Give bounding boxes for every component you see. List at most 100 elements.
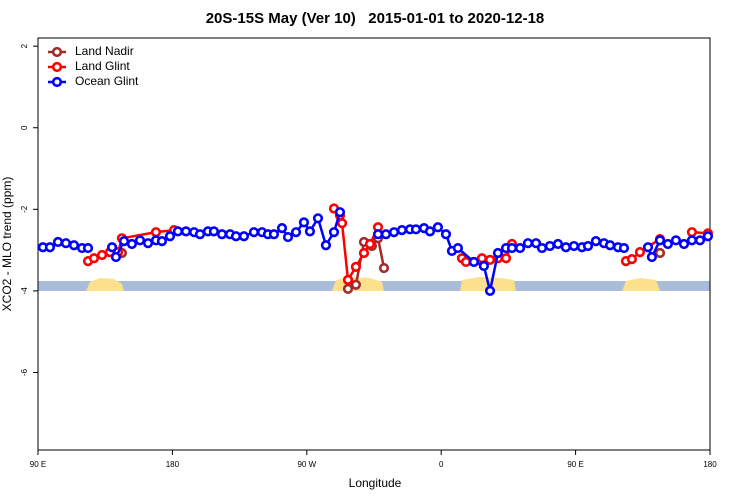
- point: [106, 242, 118, 253]
- point: [424, 226, 436, 237]
- point: [208, 226, 220, 237]
- point: [52, 236, 64, 248]
- x-tick-label: 90 E: [30, 460, 46, 469]
- y-tick-label: -4: [20, 287, 29, 295]
- point: [350, 279, 362, 290]
- point: [478, 260, 490, 272]
- point: [276, 222, 288, 234]
- point: [626, 253, 637, 265]
- point: [388, 227, 400, 238]
- land-ocean-strip: [38, 277, 710, 291]
- point: [336, 218, 348, 229]
- y-tick-label: -6: [20, 368, 29, 376]
- point: [694, 235, 706, 246]
- point: [312, 213, 324, 224]
- point: [298, 217, 310, 228]
- point: [82, 242, 94, 254]
- point: [686, 235, 698, 246]
- point: [282, 231, 294, 243]
- point: [68, 240, 80, 251]
- point: [500, 253, 512, 264]
- point: [328, 227, 340, 238]
- point: [544, 240, 556, 252]
- point: [180, 226, 192, 237]
- point: [514, 242, 526, 254]
- point: [654, 247, 666, 259]
- point: [238, 231, 250, 242]
- point: [230, 231, 242, 242]
- point: [662, 238, 673, 250]
- land-patch: [622, 278, 660, 291]
- point: [60, 238, 72, 249]
- point: [150, 227, 162, 238]
- point: [604, 240, 616, 251]
- legend-label: Land Nadir: [75, 44, 134, 58]
- x-tick-label: 180: [703, 460, 717, 469]
- point: [110, 251, 122, 263]
- x-tick-label: 180: [166, 460, 180, 469]
- point: [686, 227, 698, 238]
- point: [118, 236, 130, 247]
- point: [654, 235, 666, 246]
- legend-marker: [51, 46, 63, 58]
- point: [552, 238, 564, 250]
- point: [618, 242, 630, 254]
- point: [320, 240, 332, 251]
- y-axis-label: XCO2 - MLO trend (ppm): [0, 177, 14, 312]
- point: [372, 229, 384, 240]
- point: [484, 285, 496, 297]
- point: [44, 242, 56, 253]
- point: [194, 229, 206, 240]
- y-tick-label: 2: [20, 43, 29, 48]
- point: [334, 207, 346, 218]
- point: [468, 256, 480, 268]
- point: [396, 225, 408, 236]
- point: [452, 242, 464, 254]
- point: [678, 238, 690, 250]
- point: [410, 224, 422, 235]
- point: [460, 256, 472, 268]
- point: [432, 222, 444, 233]
- point: [582, 240, 594, 252]
- land-patch: [86, 278, 124, 291]
- legend-marker: [51, 61, 63, 73]
- point: [506, 242, 518, 254]
- x-tick-label: 90 W: [297, 460, 316, 469]
- point: [634, 247, 646, 258]
- point: [216, 229, 228, 240]
- point: [304, 226, 316, 237]
- point: [248, 227, 260, 238]
- point: [378, 262, 390, 274]
- y-tick-label: -2: [20, 205, 29, 213]
- point: [156, 236, 168, 247]
- x-axis-label: Longitude: [349, 476, 402, 490]
- point: [342, 283, 354, 294]
- point: [96, 249, 108, 261]
- point: [568, 240, 580, 252]
- point: [164, 231, 176, 242]
- x-tick-label: 0: [439, 460, 444, 469]
- point: [126, 238, 138, 250]
- point: [492, 247, 504, 259]
- point: [350, 261, 362, 272]
- point: [342, 274, 354, 285]
- point: [88, 253, 100, 264]
- point: [134, 235, 146, 246]
- point: [670, 235, 682, 246]
- chart-title: 20S-15S May (Ver 10) 2015-01-01 to 2020-…: [206, 10, 545, 27]
- point: [702, 231, 714, 242]
- plot-frame: [37, 37, 711, 451]
- point: [560, 242, 571, 253]
- point: [290, 227, 302, 238]
- legend-label: Land Glint: [75, 59, 130, 73]
- point: [268, 229, 280, 240]
- point: [642, 242, 654, 253]
- point: [522, 238, 534, 249]
- x-tick-label: 90 E: [567, 460, 583, 469]
- legend-label: Ocean Glint: [75, 74, 139, 88]
- legend-marker: [51, 76, 63, 88]
- point: [440, 229, 452, 240]
- point: [142, 238, 154, 249]
